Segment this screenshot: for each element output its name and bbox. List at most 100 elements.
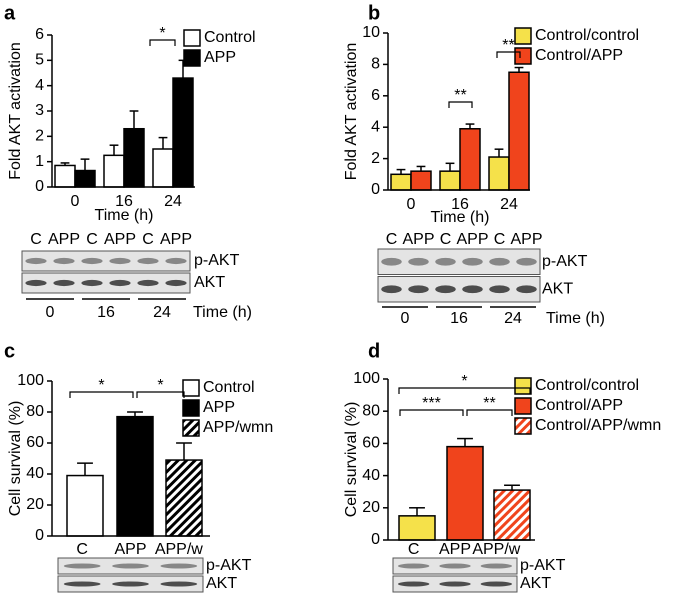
blot-band bbox=[137, 257, 159, 265]
blot-band bbox=[489, 285, 510, 294]
blot-lane-label: APP bbox=[510, 231, 542, 248]
blot-band bbox=[462, 285, 483, 294]
legend-label: APP bbox=[203, 399, 235, 416]
blot-band bbox=[165, 257, 187, 265]
group-axis-label: Time (h) bbox=[546, 310, 605, 327]
y-tick-label: 40 bbox=[26, 465, 44, 482]
group-label: 0 bbox=[401, 310, 410, 327]
significance-bracket bbox=[398, 387, 531, 394]
y-tick-label: 60 bbox=[362, 435, 380, 452]
blot-lane-label: APP bbox=[160, 231, 192, 248]
y-axis-label: Cell survival (%) bbox=[7, 401, 24, 517]
blot-lane-label: APP bbox=[48, 231, 80, 248]
legend-swatch bbox=[182, 419, 200, 437]
blot-lane-label: C bbox=[386, 231, 398, 248]
significance-label: * bbox=[98, 377, 104, 394]
group-axis-label: Time (h) bbox=[193, 304, 252, 321]
significance-bracket bbox=[69, 391, 134, 398]
blot-band bbox=[112, 563, 149, 569]
blot-band bbox=[25, 257, 47, 265]
significance-label: ** bbox=[454, 87, 466, 104]
blot-band bbox=[109, 257, 131, 265]
blot-lane-label: APP bbox=[104, 231, 136, 248]
blot-band bbox=[480, 563, 513, 569]
blot-band bbox=[408, 257, 429, 266]
bar bbox=[493, 489, 531, 541]
blot-band bbox=[53, 279, 75, 287]
blot-band bbox=[109, 279, 131, 287]
x-axis-label: Time (h) bbox=[431, 209, 490, 226]
significance-bracket bbox=[448, 101, 473, 108]
bar bbox=[439, 170, 461, 191]
significance-label: ** bbox=[502, 37, 514, 54]
blot-band bbox=[25, 279, 47, 287]
y-tick-label: 8 bbox=[371, 56, 380, 73]
bar bbox=[410, 170, 432, 191]
blot-row-label: AKT bbox=[206, 575, 237, 592]
y-tick-label: 0 bbox=[35, 178, 44, 195]
legend-label: Control/APP bbox=[535, 397, 623, 414]
y-tick-label: 1 bbox=[35, 153, 44, 170]
bar bbox=[103, 154, 125, 188]
significance-label: ** bbox=[483, 395, 495, 412]
legend-label: Control/control bbox=[535, 377, 639, 394]
blot-band bbox=[435, 285, 456, 294]
blot-band bbox=[516, 257, 537, 266]
x-axis-label: Time (h) bbox=[95, 207, 154, 224]
legend-swatch bbox=[183, 49, 201, 67]
blot-band bbox=[381, 257, 402, 266]
blot-band bbox=[397, 581, 430, 587]
y-tick-label: 3 bbox=[35, 102, 44, 119]
blot-strip bbox=[21, 272, 191, 294]
y-axis-label: Fold AKT activation bbox=[343, 43, 360, 181]
blot-lane-label: APP bbox=[456, 231, 488, 248]
group-label: 24 bbox=[504, 310, 522, 327]
legend-swatch bbox=[514, 417, 532, 435]
legend-label: Control bbox=[204, 29, 256, 46]
blot-strip bbox=[377, 276, 541, 303]
blot-row-label: p-AKT bbox=[194, 252, 240, 269]
y-tick-label: 10 bbox=[362, 24, 380, 41]
y-axis-label: Cell survival (%) bbox=[343, 402, 360, 518]
y-tick-label: 0 bbox=[371, 531, 380, 548]
y-tick-label: 4 bbox=[35, 77, 44, 94]
blot-lane-label: C bbox=[408, 541, 420, 558]
blot-band bbox=[489, 257, 510, 266]
bar bbox=[508, 71, 530, 191]
x-tick-label: 16 bbox=[115, 193, 133, 210]
blot-band bbox=[462, 257, 483, 266]
bar bbox=[398, 515, 436, 541]
blot-band bbox=[81, 279, 103, 287]
bar bbox=[74, 169, 96, 188]
bar bbox=[152, 148, 174, 188]
blot-band bbox=[137, 279, 159, 287]
significance-label: * bbox=[157, 377, 163, 394]
panel-letter: d bbox=[368, 340, 380, 362]
x-tick-label: 0 bbox=[407, 196, 416, 213]
significance-label: *** bbox=[422, 395, 441, 412]
bar bbox=[123, 127, 145, 188]
y-tick-label: 6 bbox=[371, 87, 380, 104]
legend-label: Control bbox=[203, 379, 255, 396]
blot-band bbox=[435, 257, 456, 266]
y-tick-label: 0 bbox=[371, 181, 380, 198]
legend-swatch bbox=[514, 27, 532, 45]
bar bbox=[459, 128, 481, 191]
legend-swatch bbox=[514, 397, 532, 415]
blot-lane-label: C bbox=[440, 231, 452, 248]
blot-band bbox=[53, 257, 75, 265]
y-tick-label: 80 bbox=[26, 403, 44, 420]
y-axis-label: Fold AKT activation bbox=[7, 42, 24, 180]
blot-strip bbox=[377, 248, 541, 275]
y-tick-label: 2 bbox=[35, 128, 44, 145]
blot-band bbox=[439, 563, 471, 569]
blot-band bbox=[63, 581, 101, 587]
group-label: 16 bbox=[97, 304, 115, 321]
bar bbox=[165, 459, 203, 537]
y-tick-label: 20 bbox=[362, 499, 380, 516]
legend-swatch bbox=[514, 377, 532, 395]
blot-band bbox=[480, 581, 513, 587]
blot-row-label: AKT bbox=[194, 274, 225, 291]
blot-band bbox=[112, 581, 149, 587]
